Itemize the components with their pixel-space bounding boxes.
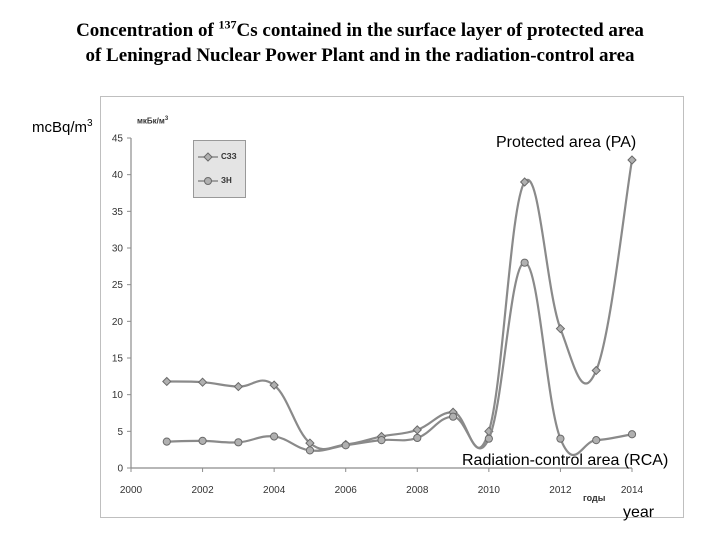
series-line-protected-area [166, 159, 634, 451]
data-point-protected-area [519, 177, 530, 187]
title-prefix: Concentration of [76, 20, 219, 41]
y-tick-label: 10 [112, 390, 124, 401]
data-point-protected-area [412, 425, 422, 435]
x-tick-label: 2004 [263, 485, 286, 496]
legend-label-szz: СЗЗ [221, 152, 237, 161]
y-tick-label: 35 [112, 207, 124, 218]
y-tick-label: 25 [112, 280, 124, 291]
x-tick-label: 2010 [478, 485, 501, 496]
legend-label-zn: ЗН [221, 176, 232, 185]
data-point-protected-area [269, 380, 279, 390]
title-isotope-mass: 137 [218, 17, 237, 32]
title-suffix: Cs contained in the surface layer of pro… [236, 20, 644, 41]
x-tick-label: 2002 [191, 485, 214, 496]
y-tick-label: 20 [112, 317, 124, 328]
y-unit-ru-sup: 3 [164, 116, 169, 122]
y-axis-unit-en: mcBq/m3 [32, 118, 93, 136]
data-point-protected-area [555, 323, 566, 334]
x-axis-label-en: year [623, 504, 655, 521]
y-unit-en-base: mcBq/m [32, 119, 88, 136]
data-point-control-area [520, 258, 529, 267]
data-point-control-area [341, 441, 350, 450]
y-tick-label: 0 [117, 464, 123, 475]
data-point-control-area [377, 436, 386, 445]
data-point-control-area [448, 412, 458, 421]
chart-title-line2: of Leningrad Nuclear Power Plant and in … [85, 45, 635, 66]
data-point-control-area [484, 434, 493, 443]
data-point-control-area [413, 433, 422, 443]
radiation-control-area-label: Radiation-control area (RCA) [462, 452, 669, 469]
chart-legend: СЗЗ ЗН [193, 140, 246, 198]
data-point-control-area [162, 437, 171, 446]
y-tick-label: 15 [112, 354, 124, 365]
x-tick-label: 2000 [120, 485, 143, 496]
data-point-control-area [556, 434, 565, 443]
data-point-protected-area [197, 377, 208, 387]
y-tick-label: 45 [112, 134, 124, 145]
y-unit-ru-base: мкБк/м [137, 116, 165, 126]
y-tick-label: 5 [117, 427, 123, 438]
x-tick-label: 2008 [406, 485, 429, 496]
chart-title: Concentration of 137Cs contained in the … [0, 18, 720, 68]
protected-area-label: Protected area (PA) [496, 134, 637, 151]
data-point-protected-area [162, 376, 172, 387]
y-axis-unit-ru: мкБк/м3 [137, 116, 168, 126]
data-point-protected-area [627, 155, 637, 165]
y-unit-en-sup: 3 [87, 118, 93, 129]
x-tick-label: 2012 [549, 485, 572, 496]
data-point-control-area [305, 446, 315, 455]
x-axis-label-ru: годы [583, 493, 606, 503]
series-line-control-area [166, 261, 633, 456]
data-point-control-area [627, 430, 637, 439]
data-point-control-area [592, 436, 601, 445]
x-tick-label: 2006 [335, 485, 358, 496]
legend-diamond-marker-icon [198, 152, 218, 162]
data-point-protected-area [233, 381, 244, 392]
chart-title-line1: Concentration of 137Cs contained in the … [0, 18, 720, 43]
x-tick-label: 2014 [621, 485, 644, 496]
y-tick-label: 40 [112, 170, 124, 181]
data-point-protected-area [591, 365, 601, 376]
legend-circle-marker-icon [198, 177, 218, 185]
data-point-control-area [270, 432, 279, 441]
data-point-control-area [198, 436, 207, 445]
y-tick-label: 30 [112, 244, 124, 255]
data-point-control-area [234, 438, 243, 447]
